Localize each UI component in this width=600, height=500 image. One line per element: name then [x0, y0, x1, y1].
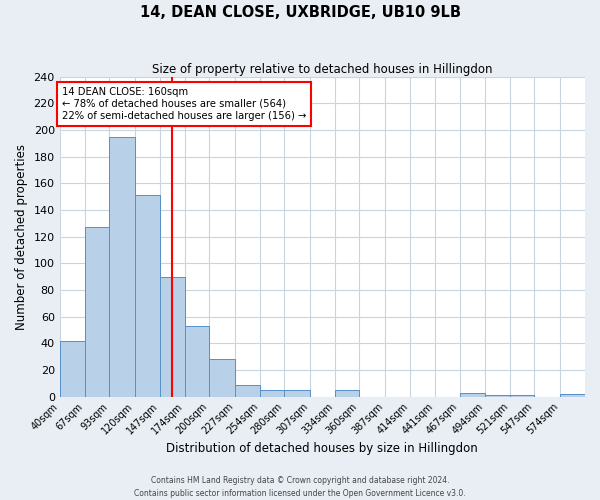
- Bar: [335, 390, 359, 396]
- Text: Contains HM Land Registry data © Crown copyright and database right 2024.
Contai: Contains HM Land Registry data © Crown c…: [134, 476, 466, 498]
- X-axis label: Distribution of detached houses by size in Hillingdon: Distribution of detached houses by size …: [166, 442, 478, 455]
- Bar: [209, 360, 235, 397]
- Text: 14, DEAN CLOSE, UXBRIDGE, UB10 9LB: 14, DEAN CLOSE, UXBRIDGE, UB10 9LB: [139, 5, 461, 20]
- Bar: [109, 136, 134, 396]
- Bar: [235, 384, 260, 396]
- Bar: [284, 390, 310, 396]
- Bar: [134, 196, 160, 396]
- Text: 14 DEAN CLOSE: 160sqm
← 78% of detached houses are smaller (564)
22% of semi-det: 14 DEAN CLOSE: 160sqm ← 78% of detached …: [62, 88, 306, 120]
- Bar: [160, 276, 185, 396]
- Bar: [85, 228, 109, 396]
- Bar: [485, 395, 510, 396]
- Title: Size of property relative to detached houses in Hillingdon: Size of property relative to detached ho…: [152, 62, 493, 76]
- Bar: [560, 394, 585, 396]
- Bar: [59, 340, 85, 396]
- Bar: [510, 395, 535, 396]
- Bar: [460, 392, 485, 396]
- Y-axis label: Number of detached properties: Number of detached properties: [15, 144, 28, 330]
- Bar: [185, 326, 209, 396]
- Bar: [260, 390, 284, 396]
